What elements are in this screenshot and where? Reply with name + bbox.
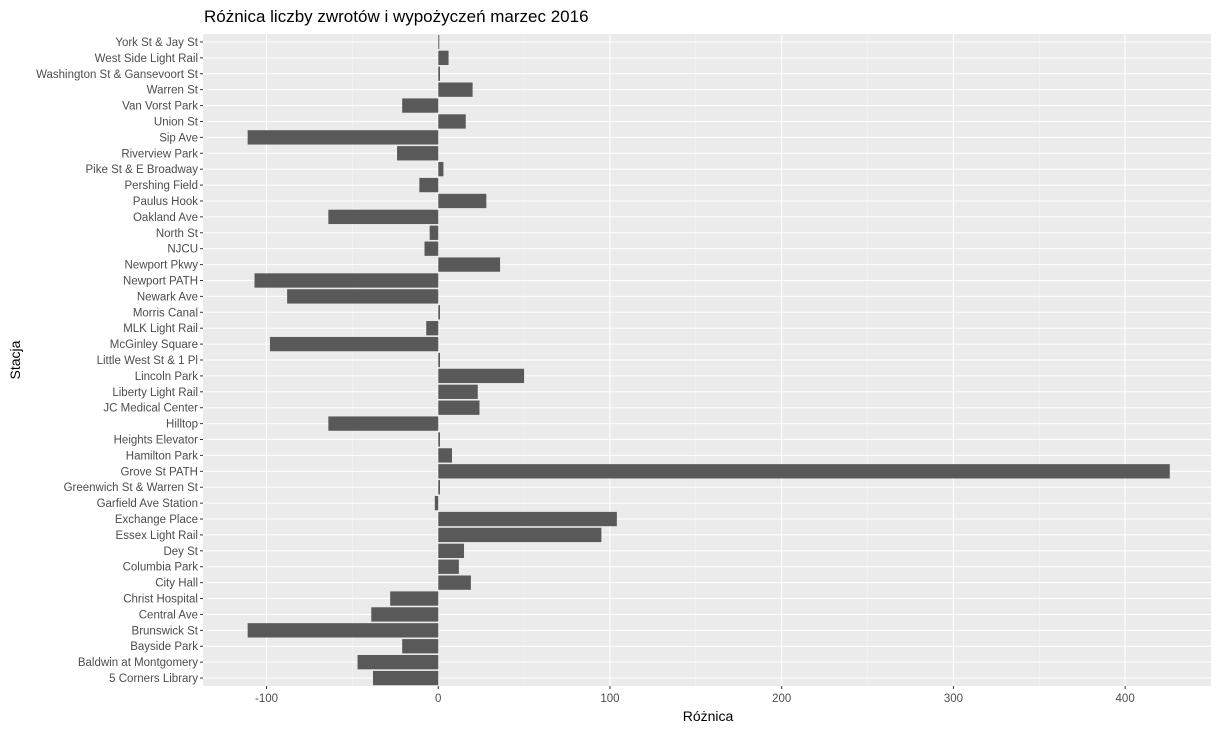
bar [402,98,439,113]
bar [397,146,439,161]
y-tick-label: Baldwin at Montgomery [78,657,198,669]
y-tick-label: JC Medical Center [103,403,198,415]
bar [371,607,439,622]
bar [269,336,439,352]
y-tick-label: Pike St & E Broadway [86,164,199,176]
y-tick-label: Dey St [163,546,198,558]
bar [438,34,440,50]
bar [434,495,439,511]
x-tick-label: 200 [772,693,791,705]
bar [357,654,439,670]
y-tick-label: Greenwich St & Warren St [64,482,199,494]
bar [438,257,501,272]
x-tick-label: 300 [944,693,963,705]
bar [438,400,480,415]
bar [438,66,440,81]
bar [419,177,439,193]
bar [247,130,439,145]
x-axis: -100 0 100 200 300 400 [255,686,1135,705]
y-tick-label: Washington St & Gansevoort St [36,69,199,81]
y-tick-label: Van Vorst Park [122,101,198,113]
y-tick-label: Riverview Park [121,148,198,160]
y-tick-label: Newport PATH [123,275,198,287]
x-tick-label: 400 [1116,693,1135,705]
bar [438,352,440,368]
y-tick-label: Heights Elevator [114,435,199,447]
bar [328,416,439,431]
bar [438,368,525,384]
bar [438,162,444,177]
x-tick-label: -100 [255,693,278,705]
y-tick-label: Morris Canal [133,307,198,319]
y-tick-label: Christ Hospital [123,594,198,606]
y-tick-label: Oakland Ave [133,212,198,224]
y-tick-label: Lincoln Park [135,371,199,383]
y-tick-label: NJCU [167,244,198,256]
y-tick-label: Union St [154,116,199,128]
bar [287,289,439,304]
bar [438,559,459,574]
x-tick-label: 0 [435,693,441,705]
x-axis-title: Różnica [683,708,734,724]
y-tick-label: 5 Corners Library [109,673,198,685]
bar [438,82,473,97]
y-tick-label: Exchange Place [115,514,198,526]
chart-title: Różnica liczby zwrotów i wypożyczeń marz… [204,7,589,26]
bar [429,225,439,240]
bar [254,273,439,288]
y-axis-title: Stacja [7,340,23,379]
y-tick-label: Newark Ave [137,291,198,303]
y-tick-label: Pershing Field [124,180,198,192]
y-tick-label: Sip Ave [159,132,198,144]
bar [438,50,449,66]
y-tick-label: York St & Jay St [115,37,198,49]
y-tick-label: Columbia Park [123,562,199,574]
bar [438,480,440,495]
bar [438,448,452,463]
y-tick-label: North St [156,228,199,240]
bar [390,591,439,606]
bar [438,511,617,527]
bar [426,321,439,336]
y-tick-label: Hilltop [166,419,198,431]
y-tick-label: Warren St [147,85,199,97]
bar [438,464,1170,479]
bar [328,209,439,225]
y-tick-label: McGinley Square [110,339,198,351]
y-tick-label: Brunswick St [132,625,199,637]
y-tick-label: Liberty Light Rail [112,387,198,399]
bars [247,34,1170,686]
bar [373,670,439,686]
y-tick-label: Central Ave [139,609,198,621]
bar [438,575,471,590]
bar [247,623,439,638]
bar [438,305,440,320]
y-tick-label: Grove St PATH [120,466,198,478]
x-tick-label: 100 [600,693,619,705]
bar [438,114,466,129]
y-tick-label: Paulus Hook [133,196,198,208]
y-tick-label: City Hall [155,578,198,590]
y-tick-label: MLK Light Rail [123,323,198,335]
y-axis: 5 Corners Library Baldwin at Montgomery Ba… [36,37,203,685]
y-tick-label: Essex Light Rail [116,530,198,542]
bar [424,241,439,256]
y-tick-label: Hamilton Park [126,450,198,462]
y-tick-label: Newport Pkwy [125,260,199,272]
y-tick-label: Bayside Park [130,641,198,653]
bar [438,432,440,447]
bar [438,193,487,209]
y-tick-label: Garfield Ave Station [97,498,198,510]
y-tick-label: Little West St & 1 Pl [97,355,198,367]
bar [438,384,478,399]
bar [438,543,465,558]
y-tick-label: West Side Light Rail [95,53,198,65]
bar [402,639,439,654]
bar [438,527,602,543]
